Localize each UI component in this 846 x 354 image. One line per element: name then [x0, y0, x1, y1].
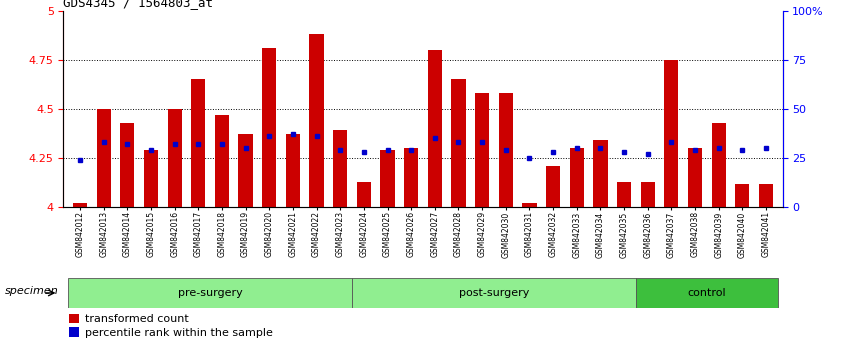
Bar [593, 140, 607, 207]
Bar [352, 278, 636, 308]
Bar [636, 278, 777, 308]
Bar [452, 79, 465, 207]
Bar [498, 93, 513, 207]
Text: control: control [688, 288, 726, 298]
Bar [404, 148, 418, 207]
Bar [759, 183, 773, 207]
Bar [333, 131, 348, 207]
Legend: transformed count, percentile rank within the sample: transformed count, percentile rank withi… [69, 314, 272, 338]
Bar [688, 148, 702, 207]
Bar [475, 93, 489, 207]
Bar [381, 150, 394, 207]
Bar [357, 182, 371, 207]
Text: post-surgery: post-surgery [459, 288, 529, 298]
Text: GDS4345 / 1564803_at: GDS4345 / 1564803_at [63, 0, 213, 10]
Bar [735, 183, 750, 207]
Bar [546, 166, 560, 207]
Bar [522, 203, 536, 207]
Bar [96, 109, 111, 207]
Bar [144, 150, 158, 207]
Bar [262, 48, 277, 207]
Bar [569, 148, 584, 207]
Bar [73, 203, 87, 207]
Bar [191, 79, 206, 207]
Bar [69, 278, 352, 308]
Bar [310, 34, 324, 207]
Text: pre-surgery: pre-surgery [178, 288, 243, 298]
Bar [215, 115, 229, 207]
Bar [428, 50, 442, 207]
Bar [617, 182, 631, 207]
Bar [239, 135, 253, 207]
Text: specimen: specimen [5, 286, 59, 296]
Bar [711, 122, 726, 207]
Bar [286, 135, 300, 207]
Bar [640, 182, 655, 207]
Bar [120, 122, 135, 207]
Bar [664, 60, 678, 207]
Bar [168, 109, 182, 207]
